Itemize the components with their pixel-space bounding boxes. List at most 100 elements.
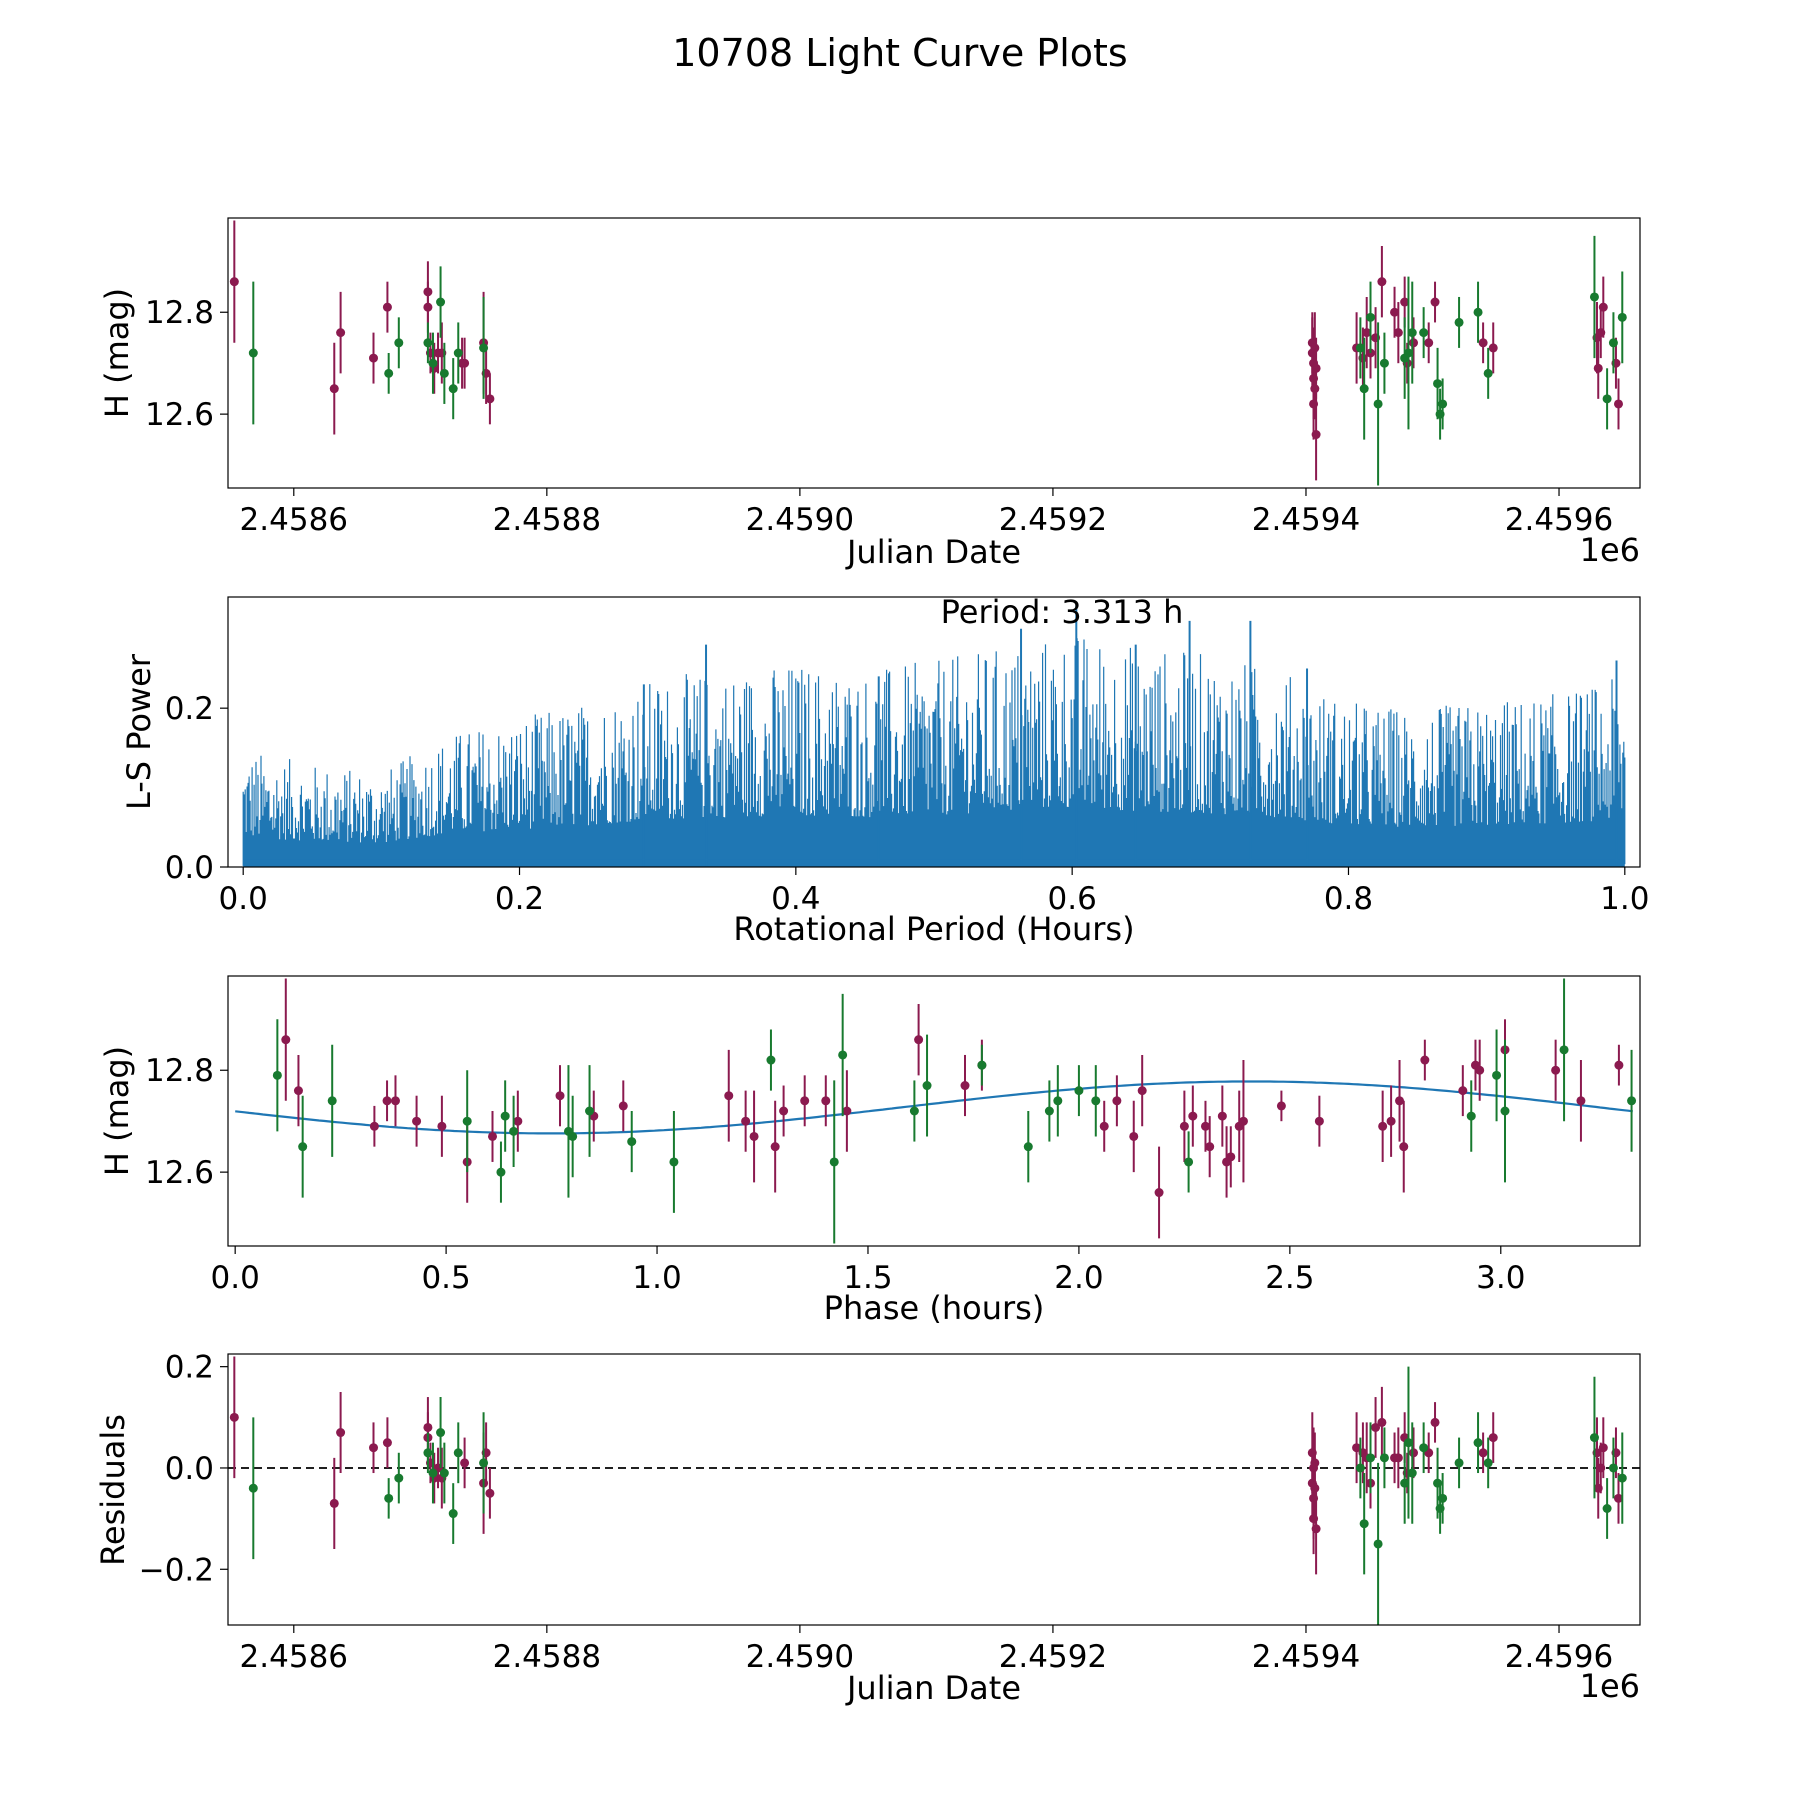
phased-x-tick-label: 0.5	[421, 1260, 470, 1296]
residuals-point-r	[1393, 1453, 1403, 1463]
phased-point-g	[669, 1157, 679, 1167]
lightcurve-point-g	[1617, 312, 1627, 322]
residuals-point-g	[1400, 1478, 1410, 1488]
phased-point-g	[327, 1096, 337, 1106]
residuals-x-tick-label: 2.4586	[240, 1639, 348, 1675]
residuals-point-r	[1311, 1524, 1321, 1534]
lightcurve-point-g	[384, 368, 394, 378]
lightcurve-frame	[227, 217, 1641, 489]
residuals-x-tick-label: 2.4596	[1505, 1639, 1613, 1675]
periodogram-y-ticks: 0.0 0.2	[165, 691, 228, 886]
phased-point-r	[488, 1131, 498, 1141]
residuals-point-g	[1359, 1519, 1369, 1529]
lightcurve-x-label: Julian Date	[845, 533, 1021, 571]
lightcurve-point-g	[1379, 358, 1389, 368]
phased-point-r	[1551, 1065, 1561, 1075]
phased-point-r	[1399, 1142, 1409, 1152]
phased-point-r	[1217, 1111, 1227, 1121]
phased-point-g	[1074, 1086, 1084, 1096]
phased-point-r	[1420, 1055, 1430, 1065]
phased-point-g	[1023, 1142, 1033, 1152]
lightcurve-point-r	[1488, 343, 1498, 353]
phased-point-r	[390, 1096, 400, 1106]
phased-point-g	[977, 1060, 987, 1070]
phased-x-tick-label: 0.0	[211, 1260, 260, 1296]
residuals-point-r	[460, 1458, 470, 1468]
phased-point-r	[1099, 1121, 1109, 1131]
residuals-point-g	[248, 1483, 258, 1493]
residuals-point-g	[1366, 1453, 1376, 1463]
lightcurve-point-g	[453, 348, 463, 358]
periodogram-x-tick-label: 0.8	[1324, 881, 1373, 917]
lightcurve-point-g	[439, 368, 449, 378]
residuals-point-r	[1478, 1448, 1488, 1458]
phased-point-r	[1378, 1121, 1388, 1131]
residuals-point-r	[1352, 1443, 1362, 1453]
phased-y-tick-label: 12.8	[145, 1053, 214, 1089]
residuals-point-g	[1407, 1468, 1417, 1478]
panel-lightcurve: 2.4586 2.4588 2.4590 2.4592 2.4594 2.4596 12.…	[98, 217, 1641, 571]
residuals-y-label: Residuals	[94, 1414, 132, 1566]
phased-point-r	[842, 1106, 852, 1116]
lightcurve-point-r	[1310, 343, 1320, 353]
periodogram-x-tick-label: 0.4	[771, 881, 820, 917]
phased-point-g	[1044, 1106, 1054, 1116]
residuals-x-tick-label: 2.4590	[746, 1639, 854, 1675]
phased-point-r	[369, 1121, 379, 1131]
residuals-point-g	[394, 1473, 404, 1483]
lightcurve-point-g	[436, 297, 446, 307]
residuals-marks	[228, 1356, 1640, 1625]
lightcurve-point-g	[423, 338, 433, 348]
lightcurve-point-r	[1310, 384, 1320, 394]
phased-point-g	[766, 1055, 776, 1065]
phased-point-g	[496, 1167, 506, 1177]
phased-point-r	[1614, 1060, 1624, 1070]
lightcurve-point-r	[1393, 328, 1403, 338]
lightcurve-point-g	[1373, 399, 1383, 409]
lightcurve-point-g	[1366, 312, 1376, 322]
residuals-x-offset: 1e6	[1580, 1667, 1640, 1705]
lightcurve-x-tick-label: 2.4590	[746, 502, 854, 538]
residuals-point-g	[1379, 1453, 1389, 1463]
lightcurve-point-g	[1438, 399, 1448, 409]
phased-point-r	[779, 1106, 789, 1116]
lightcurve-point-r	[1424, 338, 1434, 348]
phased-point-g	[500, 1111, 510, 1121]
lightcurve-x-tick-label: 2.4594	[1252, 502, 1360, 538]
phased-point-g	[462, 1116, 472, 1126]
residuals-y-tick-label: −0.2	[139, 1552, 214, 1588]
lightcurve-x-tick-label: 2.4588	[493, 502, 601, 538]
phased-x-tick-label: 1.0	[632, 1260, 681, 1296]
phased-x-tick-label: 1.5	[843, 1260, 892, 1296]
phased-point-g	[568, 1131, 578, 1141]
phased-point-r	[1276, 1101, 1286, 1111]
phased-point-g	[1053, 1096, 1063, 1106]
phased-x-label: Phase (hours)	[824, 1289, 1045, 1327]
phased-point-r	[1205, 1142, 1215, 1152]
periodogram-y-label: L-S Power	[120, 653, 158, 810]
phased-point-r	[1386, 1116, 1396, 1126]
periodogram-power-line	[242, 638, 1626, 867]
phased-y-ticks: 12.6 12.8	[145, 1053, 228, 1191]
panel-periodogram: 0.0 0.2 0.4 0.6 0.8 1.0 0.0 0.2 Period: 3.313 …	[120, 593, 1649, 948]
phased-point-g	[1091, 1096, 1101, 1106]
lightcurve-point-r	[336, 328, 346, 338]
phased-point-r	[1226, 1152, 1236, 1162]
periodogram-frame	[227, 596, 1641, 868]
periodogram-marks	[242, 604, 1626, 867]
residuals-y-ticks: −0.2 0.0 0.2	[139, 1350, 228, 1588]
residuals-point-r	[369, 1443, 379, 1453]
phased-x-tick-label: 2.0	[1054, 1260, 1103, 1296]
periodogram-y-tick-label: 0.0	[165, 850, 214, 886]
phased-marks	[235, 978, 1637, 1244]
phased-x-tick-label: 3.0	[1476, 1260, 1525, 1296]
residuals-point-r	[336, 1428, 346, 1438]
lightcurve-x-offset: 1e6	[1580, 531, 1640, 569]
lightcurve-point-g	[1407, 328, 1417, 338]
phased-point-g	[922, 1081, 932, 1091]
phased-point-g	[1184, 1157, 1194, 1167]
residuals-point-g	[384, 1493, 394, 1503]
lightcurve-point-r	[1613, 399, 1623, 409]
phased-point-r	[914, 1035, 924, 1045]
